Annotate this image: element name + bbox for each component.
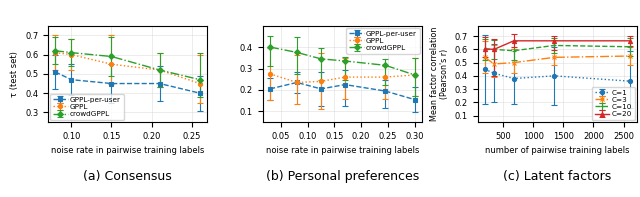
Text: (c) Latent factors: (c) Latent factors bbox=[503, 170, 611, 183]
Y-axis label: τ (test set): τ (test set) bbox=[10, 51, 19, 97]
Text: (a) Consensus: (a) Consensus bbox=[83, 170, 172, 183]
X-axis label: noise rate in pairwise training labels: noise rate in pairwise training labels bbox=[266, 146, 419, 155]
Y-axis label: Mean factor correlation
(Pearson's r): Mean factor correlation (Pearson's r) bbox=[429, 27, 449, 121]
X-axis label: noise rate in pairwise training labels: noise rate in pairwise training labels bbox=[51, 146, 204, 155]
Legend: GPPL-per-user, GPPL, crowdGPPL: GPPL-per-user, GPPL, crowdGPPL bbox=[50, 94, 124, 120]
Legend: GPPL-per-user, GPPL, crowdGPPL: GPPL-per-user, GPPL, crowdGPPL bbox=[346, 28, 420, 54]
Legend: C=1, C=3, C=10, C=20: C=1, C=3, C=10, C=20 bbox=[592, 87, 635, 120]
X-axis label: number of pairwise training labels: number of pairwise training labels bbox=[485, 146, 630, 155]
Text: (b) Personal preferences: (b) Personal preferences bbox=[266, 170, 419, 183]
